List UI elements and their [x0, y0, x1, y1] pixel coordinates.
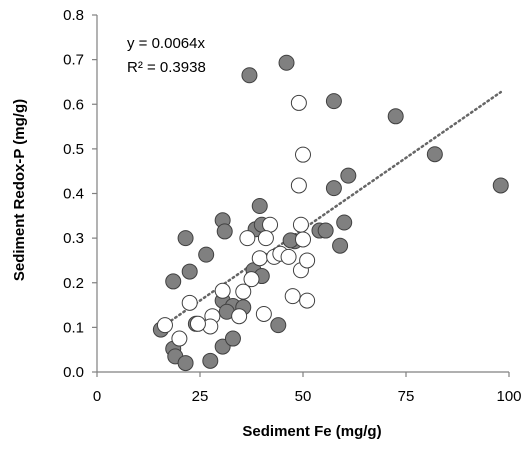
y-tick-label: 0.5	[63, 141, 84, 158]
x-axis-title: Sediment Fe (mg/g)	[242, 423, 381, 440]
y-tick-label: 0.3	[63, 230, 84, 247]
data-point-filled	[426, 146, 443, 163]
data-point-open	[181, 294, 198, 311]
data-point-open	[231, 308, 248, 325]
data-point-filled	[325, 93, 342, 110]
data-point-open	[292, 216, 309, 233]
data-point-filled	[332, 237, 349, 254]
x-tick-label: 50	[295, 388, 312, 405]
axes	[92, 14, 510, 377]
data-point-open	[257, 230, 274, 247]
y-tick-label: 0.4	[63, 186, 84, 203]
x-tick-label: 75	[398, 388, 415, 405]
data-point-filled	[492, 177, 509, 194]
data-point-open	[262, 216, 279, 233]
data-point-filled	[336, 214, 353, 231]
data-point-open	[299, 252, 316, 269]
data-point-open	[189, 315, 206, 332]
data-point-filled	[278, 54, 295, 71]
equation-label: y = 0.0064x	[127, 35, 205, 52]
y-tick-label: 0.1	[63, 319, 84, 336]
data-points	[152, 54, 509, 372]
y-tick-label: 0.8	[63, 7, 84, 24]
y-tick-label: 0.7	[63, 52, 84, 69]
data-point-open	[290, 94, 307, 111]
data-point-open	[235, 283, 252, 300]
data-point-open	[280, 248, 297, 265]
data-point-filled	[198, 246, 215, 263]
data-point-open	[171, 330, 188, 347]
data-point-open	[299, 292, 316, 309]
data-point-filled	[325, 180, 342, 197]
data-point-open	[255, 305, 272, 322]
data-point-filled	[317, 222, 334, 239]
data-point-filled	[241, 67, 258, 84]
r-squared-label: R² = 0.3938	[127, 59, 206, 76]
y-tick-label: 0.0	[63, 364, 84, 381]
data-point-open	[295, 231, 311, 248]
data-point-open	[251, 250, 268, 267]
data-point-filled	[387, 108, 404, 125]
trendline	[157, 90, 503, 331]
data-point-open	[243, 271, 260, 288]
data-point-open	[295, 146, 311, 163]
x-tick-label: 25	[192, 388, 209, 405]
data-point-filled	[177, 230, 194, 247]
data-point-open	[290, 177, 307, 194]
data-point-filled	[251, 197, 268, 214]
y-axis-title: Sediment Redox-P (mg/g)	[11, 99, 28, 281]
data-point-open	[156, 317, 173, 334]
y-tick-label: 0.6	[63, 96, 84, 113]
data-point-filled	[216, 223, 233, 240]
data-point-filled	[181, 263, 198, 280]
trendline-layer	[157, 90, 503, 331]
data-point-filled	[340, 167, 357, 184]
data-point-filled	[224, 330, 241, 347]
tick-labels: 0.0 0.1 0.2 0.3 0.4 0.5 0.6 0.7 0.8 0 25 50 75 100	[63, 7, 521, 405]
x-tick-label: 100	[496, 388, 521, 405]
data-point-open	[239, 230, 256, 247]
y-tick-label: 0.2	[63, 275, 84, 292]
x-tick-label: 0	[93, 388, 101, 405]
data-point-open	[214, 282, 231, 299]
data-point-open	[284, 288, 301, 305]
data-point-filled	[165, 273, 182, 290]
data-point-filled	[270, 317, 287, 334]
data-point-filled	[202, 352, 219, 369]
data-point-filled	[177, 355, 194, 372]
